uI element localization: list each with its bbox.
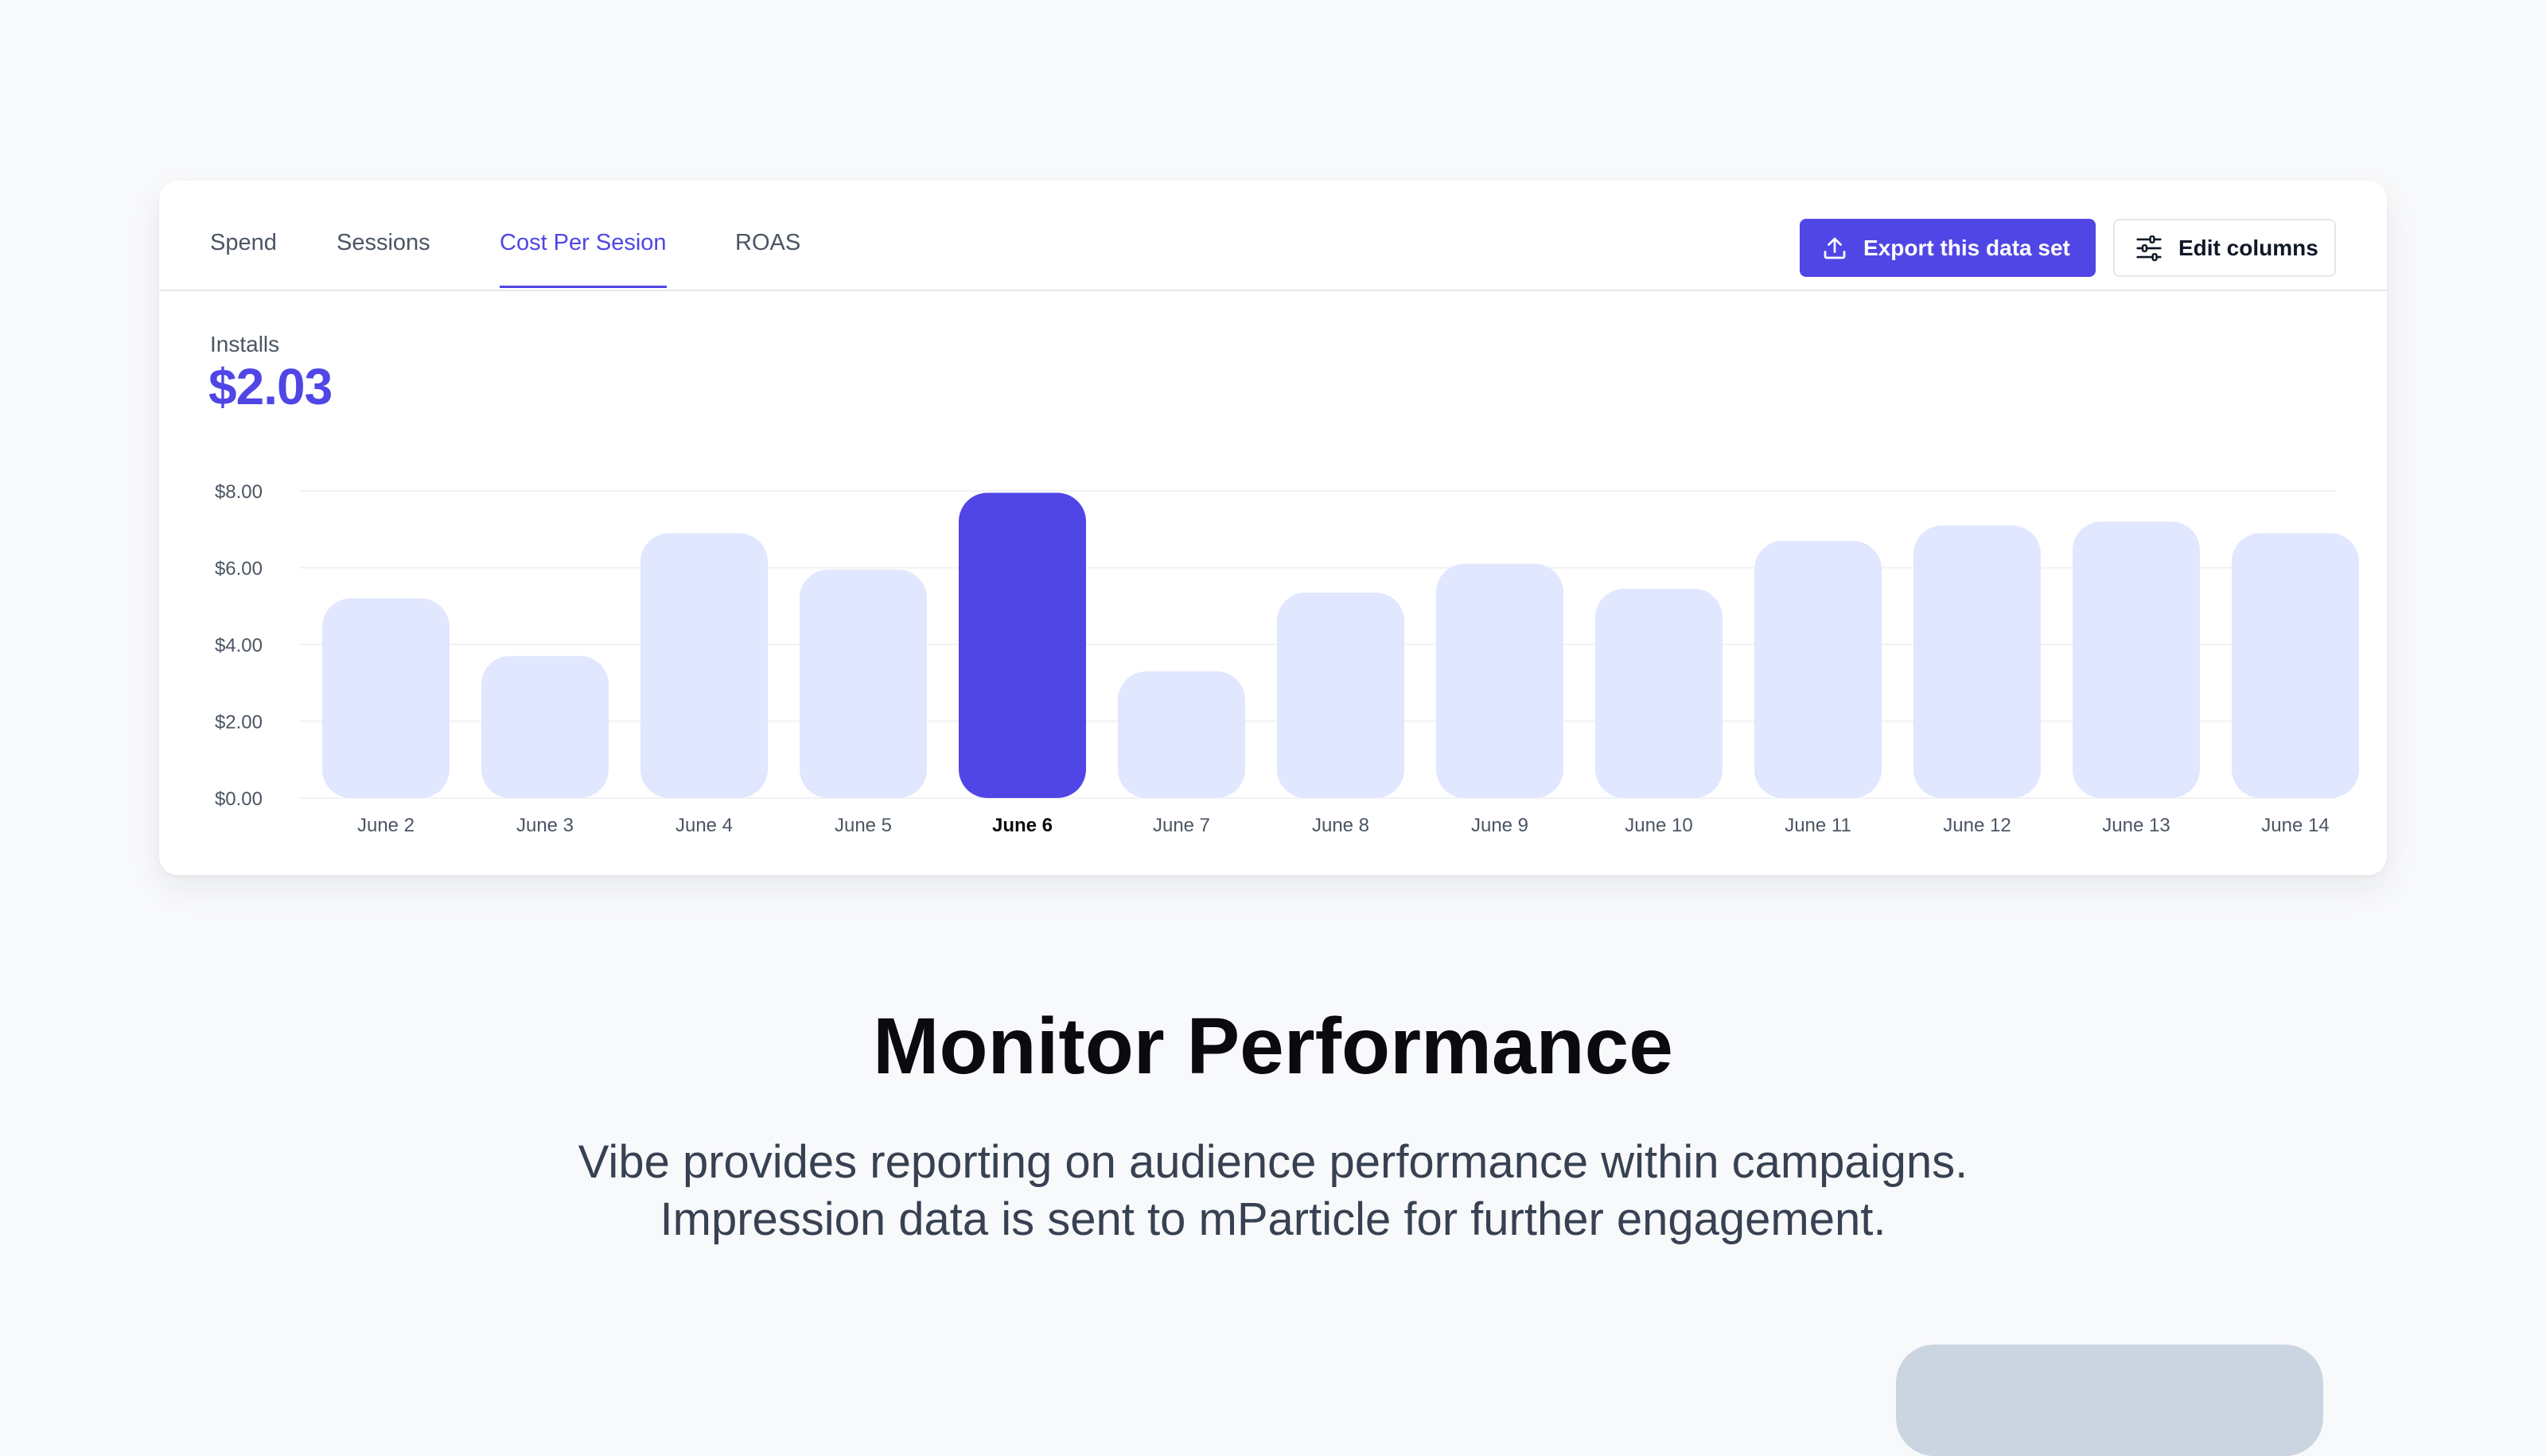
x-tick-label: June 9: [1471, 815, 1528, 836]
performance-card: Spend Sessions Cost Per Sesion ROAS Expo…: [159, 181, 2387, 875]
x-tick-label: June 11: [1785, 815, 1851, 836]
bar: [2232, 533, 2359, 798]
hero-description: Vibe provides reporting on audience perf…: [446, 1134, 2100, 1248]
export-button[interactable]: Export this data set: [1800, 219, 2096, 277]
bar: [481, 656, 609, 798]
tab-cost-per-session[interactable]: Cost Per Sesion: [500, 230, 667, 288]
edit-columns-button[interactable]: Edit columns: [2113, 219, 2336, 277]
cost-per-session-chart: $0.00 $2.00 $4.00 $6.00 $8.00 June 2 June 3 Jun…: [215, 481, 2359, 836]
y-tick-label: $8.00: [215, 481, 263, 503]
tab-spend[interactable]: Spend: [210, 230, 277, 255]
metric-label: Installs: [210, 332, 280, 356]
bar: [1436, 563, 1563, 798]
tab-sessions[interactable]: Sessions: [337, 230, 430, 255]
y-tick-label: $4.00: [215, 635, 263, 656]
x-tick-label: June 10: [1625, 815, 1692, 836]
x-tick-label: June 2: [357, 815, 415, 836]
x-tick-label: June 6: [992, 815, 1053, 836]
bar: [640, 533, 768, 798]
metric-tabs: Spend Sessions Cost Per Sesion ROAS Expo…: [159, 181, 2387, 291]
decorative-block: [1896, 1345, 2323, 1456]
hero-description-line-1: Vibe provides reporting on audience perf…: [578, 1136, 1968, 1188]
bar: [1595, 589, 1723, 798]
x-tick-label: June 12: [1943, 815, 2011, 836]
export-button-label: Export this data set: [1863, 235, 2070, 260]
x-tick-label: June 5: [835, 815, 892, 836]
x-tick-label: June 13: [2102, 815, 2170, 836]
metric-value: $2.03: [208, 358, 333, 415]
bar: [800, 569, 927, 798]
bar: [2073, 521, 2200, 798]
bar: [1913, 525, 2041, 798]
y-tick-label: $0.00: [215, 788, 263, 810]
y-tick-label: $6.00: [215, 559, 263, 580]
x-tick-label: June 4: [675, 815, 733, 836]
bar: [322, 598, 450, 798]
bar: [1118, 671, 1245, 798]
sliders-icon: [2136, 235, 2162, 261]
x-tick-label: June 3: [516, 815, 574, 836]
y-tick-label: $2.00: [215, 712, 263, 734]
bar: [1754, 540, 1882, 798]
x-tick-label: June 8: [1312, 815, 1369, 836]
x-tick-label: June 7: [1153, 815, 1210, 836]
x-tick-label: June 14: [2261, 815, 2329, 836]
bar: [1277, 592, 1404, 798]
bar-highlighted: [959, 492, 1086, 798]
hero-description-line-2: Impression data is sent to mParticle for…: [660, 1193, 1886, 1245]
hero-title: Monitor Performance: [873, 1002, 1673, 1091]
edit-columns-label: Edit columns: [2178, 235, 2318, 260]
upload-icon: [1824, 237, 1846, 259]
tab-roas[interactable]: ROAS: [735, 230, 801, 255]
